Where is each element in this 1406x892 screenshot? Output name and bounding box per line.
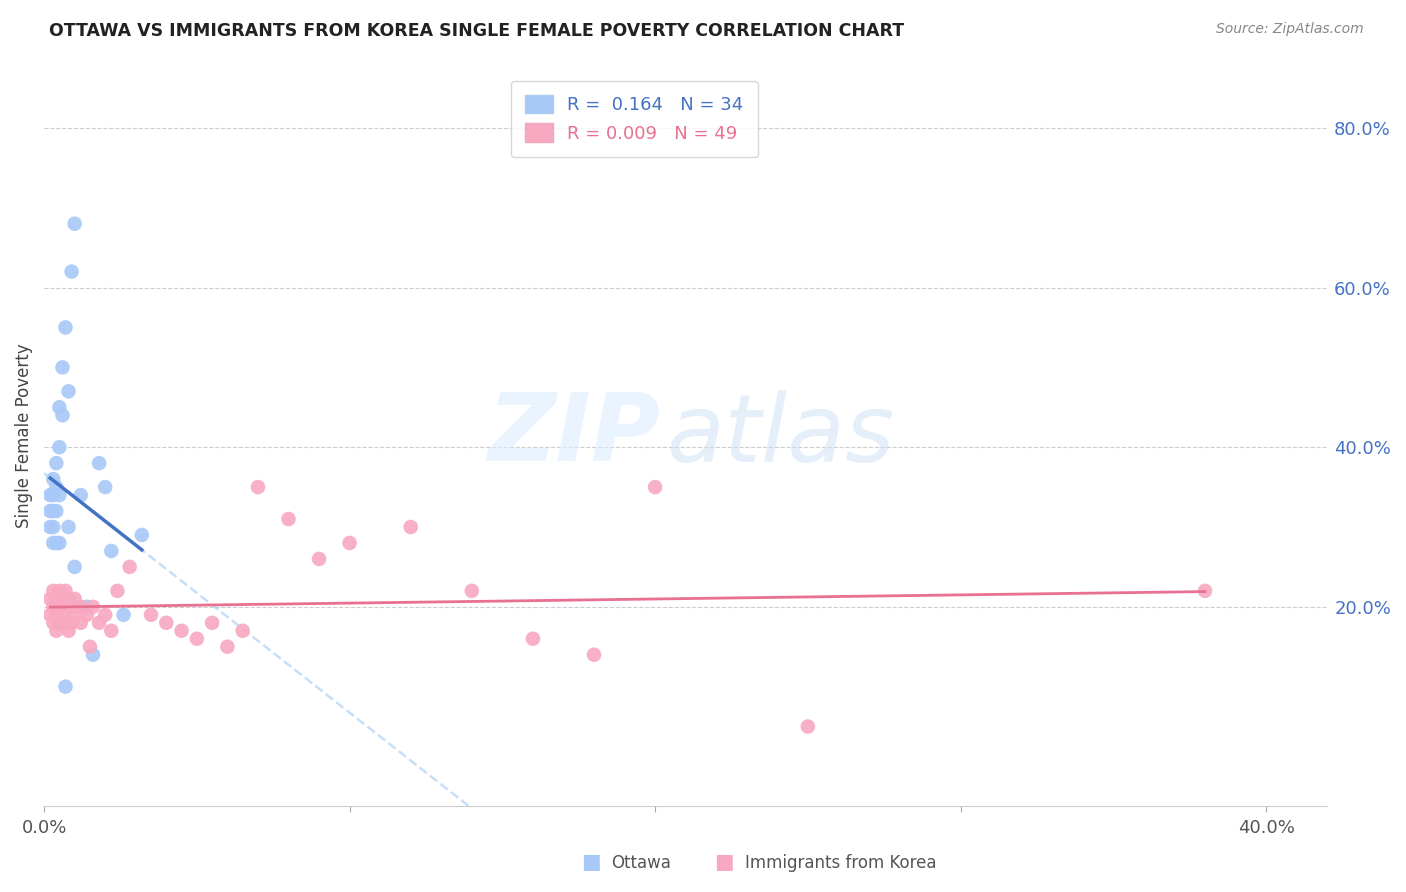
Point (58, 591, 80, 606)
Point (51, 409, 73, 423)
Text: Immigrants from Korea: Immigrants from Korea (745, 855, 936, 872)
Point (87, 615, 110, 630)
Point (39, 591, 62, 606)
Point (277, 512, 299, 526)
Point (55, 680, 77, 694)
Point (58, 624, 80, 638)
Point (45, 591, 67, 606)
Point (461, 583, 484, 598)
Point (48, 401, 70, 415)
Point (186, 632, 208, 646)
Point (55, 615, 77, 630)
Point (118, 560, 141, 574)
Point (48, 615, 70, 630)
Point (42, 536, 65, 550)
Point (339, 536, 361, 550)
Point (45, 504, 67, 518)
Point (42, 615, 65, 630)
Point (48, 615, 70, 630)
Point (232, 624, 254, 638)
Point (308, 552, 330, 566)
Point (107, 583, 129, 598)
Point (63, 217, 86, 231)
Point (112, 607, 135, 622)
Point (79, 640, 101, 654)
Point (51, 360, 73, 375)
Point (39, 520, 62, 534)
Point (55, 320, 77, 334)
Point (60, 264, 83, 278)
Point (58, 384, 80, 399)
Point (48, 440, 70, 454)
Point (60, 599, 83, 614)
Point (399, 520, 422, 534)
Text: OTTAWA VS IMMIGRANTS FROM KOREA SINGLE FEMALE POVERTY CORRELATION CHART: OTTAWA VS IMMIGRANTS FROM KOREA SINGLE F… (49, 22, 904, 40)
Point (155, 615, 177, 630)
Text: ■: ■ (581, 853, 600, 872)
Point (58, 520, 80, 534)
Text: ZIP: ZIP (486, 389, 659, 481)
Point (139, 607, 162, 622)
Point (42, 472, 65, 486)
Point (797, 720, 820, 734)
Point (45, 480, 67, 494)
Point (42, 599, 65, 614)
Legend: R =  0.164   N = 34, R = 0.009   N = 49: R = 0.164 N = 34, R = 0.009 N = 49 (510, 80, 758, 157)
Point (51, 591, 73, 606)
Point (42, 488, 65, 502)
Point (45, 536, 67, 550)
Point (39, 607, 62, 622)
Point (42, 504, 65, 518)
Point (217, 640, 239, 654)
Point (582, 648, 605, 662)
Point (42, 520, 65, 534)
Point (48, 488, 70, 502)
Point (82, 599, 104, 614)
Point (42, 583, 65, 598)
Text: ■: ■ (714, 853, 734, 872)
Point (76, 599, 98, 614)
Point (82, 648, 104, 662)
Point (51, 607, 73, 622)
Point (60, 615, 83, 630)
Point (39, 504, 62, 518)
Point (100, 544, 122, 558)
Point (48, 599, 70, 614)
Point (63, 591, 86, 606)
Point (48, 536, 70, 550)
Point (87, 456, 110, 470)
Point (94, 607, 117, 622)
Point (94, 480, 117, 494)
Point (55, 583, 77, 598)
Point (63, 560, 86, 574)
Y-axis label: Single Female Poverty: Single Female Poverty (15, 343, 32, 527)
Point (170, 624, 193, 638)
Point (39, 488, 62, 502)
Point (1194, 583, 1216, 598)
Point (45, 624, 67, 638)
Point (63, 607, 86, 622)
Point (522, 632, 544, 646)
Point (45, 456, 67, 470)
Point (69, 599, 91, 614)
Point (131, 528, 153, 542)
Text: Ottawa: Ottawa (612, 855, 672, 872)
Point (45, 607, 67, 622)
Point (100, 624, 122, 638)
Point (48, 583, 70, 598)
Text: atlas: atlas (666, 390, 894, 481)
Point (246, 480, 269, 494)
Point (201, 615, 224, 630)
Point (69, 488, 91, 502)
Point (76, 607, 98, 622)
Text: Source: ZipAtlas.com: Source: ZipAtlas.com (1216, 22, 1364, 37)
Point (644, 480, 666, 494)
Point (69, 615, 91, 630)
